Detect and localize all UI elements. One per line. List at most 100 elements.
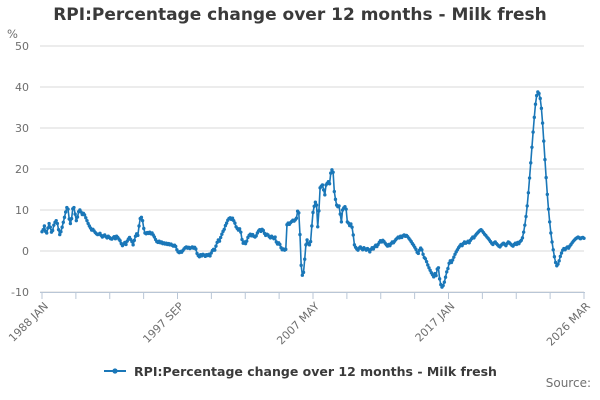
data-point — [442, 280, 447, 284]
data-point — [552, 255, 557, 259]
y-axis-tick-label: 10 — [15, 204, 29, 217]
data-point — [443, 275, 448, 279]
data-point — [523, 223, 527, 227]
data-point — [520, 236, 525, 240]
data-point — [344, 207, 348, 211]
data-point — [543, 157, 547, 162]
x-axis-tick-label: 1988 JAN — [6, 300, 51, 345]
data-point — [54, 218, 58, 223]
data-point — [333, 197, 338, 202]
data-point — [331, 170, 335, 174]
data-line — [41, 91, 585, 288]
data-point — [310, 224, 314, 228]
data-point — [60, 225, 64, 229]
data-point — [61, 220, 65, 224]
data-point — [84, 216, 88, 220]
data-point — [307, 243, 312, 247]
data-point — [273, 235, 277, 239]
data-point — [132, 238, 137, 243]
data-point — [532, 115, 536, 120]
data-point — [539, 106, 544, 111]
legend: RPI:Percentage change over 12 months - M… — [0, 362, 600, 380]
data-point — [240, 237, 244, 242]
data-point — [550, 240, 554, 244]
data-point — [529, 161, 533, 165]
chart-plot-area: 50 40 30 20 10 0 -10% 1988 JAN 1997 SEP 2007 MAY 2… — [6, 27, 593, 349]
data-point — [317, 209, 321, 213]
data-point — [534, 93, 539, 98]
data-point — [316, 225, 320, 229]
line-series-icon — [104, 368, 127, 374]
data-point — [68, 221, 73, 226]
data-point — [245, 239, 249, 243]
data-point — [426, 263, 430, 267]
data-point — [332, 189, 336, 194]
data-point — [59, 230, 63, 234]
y-axis-tick-label: 40 — [15, 81, 29, 94]
data-point — [294, 216, 299, 220]
data-point — [48, 225, 52, 229]
data-point — [278, 242, 282, 247]
data-point — [82, 213, 87, 217]
data-point — [63, 210, 68, 214]
chart-title: RPI:Percentage change over 12 months - M… — [53, 5, 547, 25]
data-point — [530, 145, 534, 149]
data-point — [551, 248, 555, 252]
data-point — [545, 192, 550, 197]
data-point — [337, 204, 341, 208]
data-point — [338, 212, 342, 216]
data-point — [558, 254, 563, 259]
data-point — [254, 234, 258, 238]
data-point — [124, 242, 128, 247]
data-point — [424, 259, 429, 264]
data-point — [298, 232, 302, 237]
data-point — [313, 200, 318, 204]
data-point — [327, 182, 332, 186]
data-point — [540, 121, 545, 125]
data-point — [349, 222, 353, 226]
data-point — [42, 224, 47, 228]
data-point — [437, 277, 442, 281]
data-point — [524, 214, 528, 219]
data-point — [436, 266, 441, 270]
y-axis-unit-label: % — [7, 27, 18, 41]
data-point — [311, 210, 315, 215]
data-point — [217, 239, 222, 243]
data-point — [233, 221, 237, 225]
data-point — [140, 218, 145, 223]
y-axis-tick-label: 0 — [22, 245, 29, 258]
data-point — [553, 260, 558, 265]
data-point — [237, 227, 242, 231]
data-point — [445, 270, 449, 274]
y-axis-tick-label: 20 — [15, 163, 29, 176]
data-point — [47, 221, 51, 226]
data-point — [303, 257, 307, 261]
data-point — [339, 220, 344, 224]
data-point — [52, 223, 56, 227]
data-point — [45, 231, 49, 235]
data-point — [194, 247, 198, 251]
data-point — [323, 193, 327, 197]
data-point — [218, 235, 223, 240]
source-label: Source: — [545, 376, 591, 390]
data-point — [556, 262, 560, 266]
data-point — [452, 255, 456, 259]
data-point — [421, 252, 425, 256]
data-point — [305, 238, 309, 242]
data-point — [284, 247, 288, 252]
data-point — [527, 176, 532, 180]
data-point — [214, 244, 218, 248]
data-point — [549, 231, 553, 235]
data-point — [547, 220, 552, 224]
data-point — [208, 254, 212, 258]
data-point — [66, 207, 70, 211]
data-point — [75, 215, 80, 219]
data-point — [542, 139, 546, 143]
data-point — [321, 188, 326, 192]
data-point — [521, 230, 526, 234]
y-axis-tick-label: 30 — [15, 122, 29, 135]
data-point — [538, 96, 542, 101]
data-point — [55, 221, 60, 226]
data-point — [544, 175, 548, 180]
data-point — [446, 266, 450, 271]
